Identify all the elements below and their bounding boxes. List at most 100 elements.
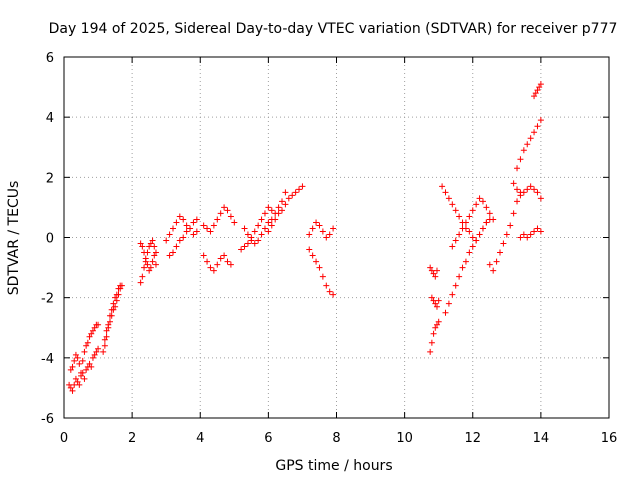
data-point — [462, 258, 469, 265]
data-point — [71, 381, 78, 388]
series-rise_2 — [101, 282, 124, 343]
data-point — [180, 216, 187, 223]
data-point — [72, 375, 79, 382]
x-tick-label: 4 — [196, 431, 204, 446]
series-block_7_a — [306, 246, 337, 298]
data-point — [313, 219, 320, 226]
data-point — [139, 243, 146, 250]
data-point — [520, 231, 527, 238]
data-point — [210, 267, 217, 274]
data-point — [433, 321, 440, 328]
data-point — [490, 216, 497, 223]
data-point — [309, 252, 316, 259]
data-point — [330, 225, 337, 232]
data-point — [204, 258, 211, 265]
series-late_3 — [428, 294, 442, 310]
data-point — [476, 231, 483, 238]
x-axis-label: GPS time / hours — [275, 458, 392, 474]
data-point — [217, 210, 224, 217]
series-block_4_a — [200, 252, 234, 274]
data-point — [268, 207, 275, 214]
data-point — [173, 219, 180, 226]
data-point — [74, 354, 81, 361]
data-point — [248, 237, 255, 244]
data-point — [445, 300, 452, 307]
data-point — [204, 225, 211, 232]
y-tick-label: 6 — [46, 51, 54, 66]
data-point — [78, 369, 85, 376]
data-point — [442, 189, 449, 196]
data-point — [115, 285, 122, 292]
data-point — [456, 213, 463, 220]
data-point — [279, 207, 285, 214]
data-point — [74, 378, 81, 385]
data-point — [200, 252, 207, 259]
series-block_3_b — [166, 225, 200, 259]
y-tick-label: 0 — [46, 232, 54, 247]
data-point — [469, 243, 476, 250]
series-early_low — [66, 345, 102, 394]
data-point — [439, 183, 446, 190]
data-point — [486, 261, 493, 268]
data-point — [152, 261, 159, 268]
data-point — [537, 81, 544, 88]
data-points — [66, 81, 544, 394]
data-point — [95, 321, 102, 328]
data-point — [244, 231, 251, 238]
data-point — [275, 210, 282, 217]
x-tick-label: 12 — [464, 431, 481, 446]
data-point — [139, 273, 146, 280]
y-tick-label: -2 — [41, 292, 54, 307]
data-point — [79, 357, 86, 364]
data-point — [86, 360, 93, 367]
series-block_2_4_a — [137, 237, 159, 286]
data-point — [435, 318, 442, 325]
data-point — [433, 267, 440, 274]
data-point — [272, 216, 279, 223]
data-point — [221, 252, 228, 259]
data-point — [180, 234, 187, 241]
data-point — [238, 246, 245, 253]
data-point — [479, 198, 486, 205]
data-point — [323, 282, 330, 289]
data-point — [89, 354, 96, 361]
data-point — [282, 201, 289, 208]
data-point — [152, 249, 159, 256]
data-point — [445, 195, 452, 202]
data-point — [101, 336, 108, 343]
data-point — [101, 342, 108, 349]
data-point — [113, 297, 120, 304]
y-tick-label: 2 — [46, 171, 54, 186]
data-point — [86, 333, 93, 340]
data-point — [534, 87, 541, 94]
data-point — [147, 240, 154, 247]
data-point — [309, 225, 316, 232]
data-point — [524, 141, 531, 148]
data-point — [163, 237, 170, 244]
data-point — [105, 321, 112, 328]
data-point — [490, 267, 497, 274]
x-tick-label: 14 — [533, 431, 550, 446]
data-point — [193, 228, 200, 235]
data-point — [173, 243, 180, 250]
data-point — [71, 357, 78, 364]
data-point — [469, 207, 476, 214]
data-point — [166, 252, 173, 259]
data-point — [282, 189, 289, 196]
data-point — [517, 192, 524, 199]
data-point — [261, 225, 268, 232]
data-point — [514, 186, 521, 193]
data-point — [524, 186, 531, 193]
data-point — [112, 294, 119, 301]
data-point — [137, 240, 144, 247]
x-tick-label: 8 — [332, 431, 340, 446]
data-point — [141, 249, 148, 256]
data-point — [261, 210, 268, 217]
data-point — [517, 234, 524, 241]
data-point — [456, 231, 463, 238]
data-point — [517, 156, 524, 163]
data-point — [110, 300, 117, 307]
data-point — [83, 342, 90, 349]
data-point — [326, 231, 333, 238]
